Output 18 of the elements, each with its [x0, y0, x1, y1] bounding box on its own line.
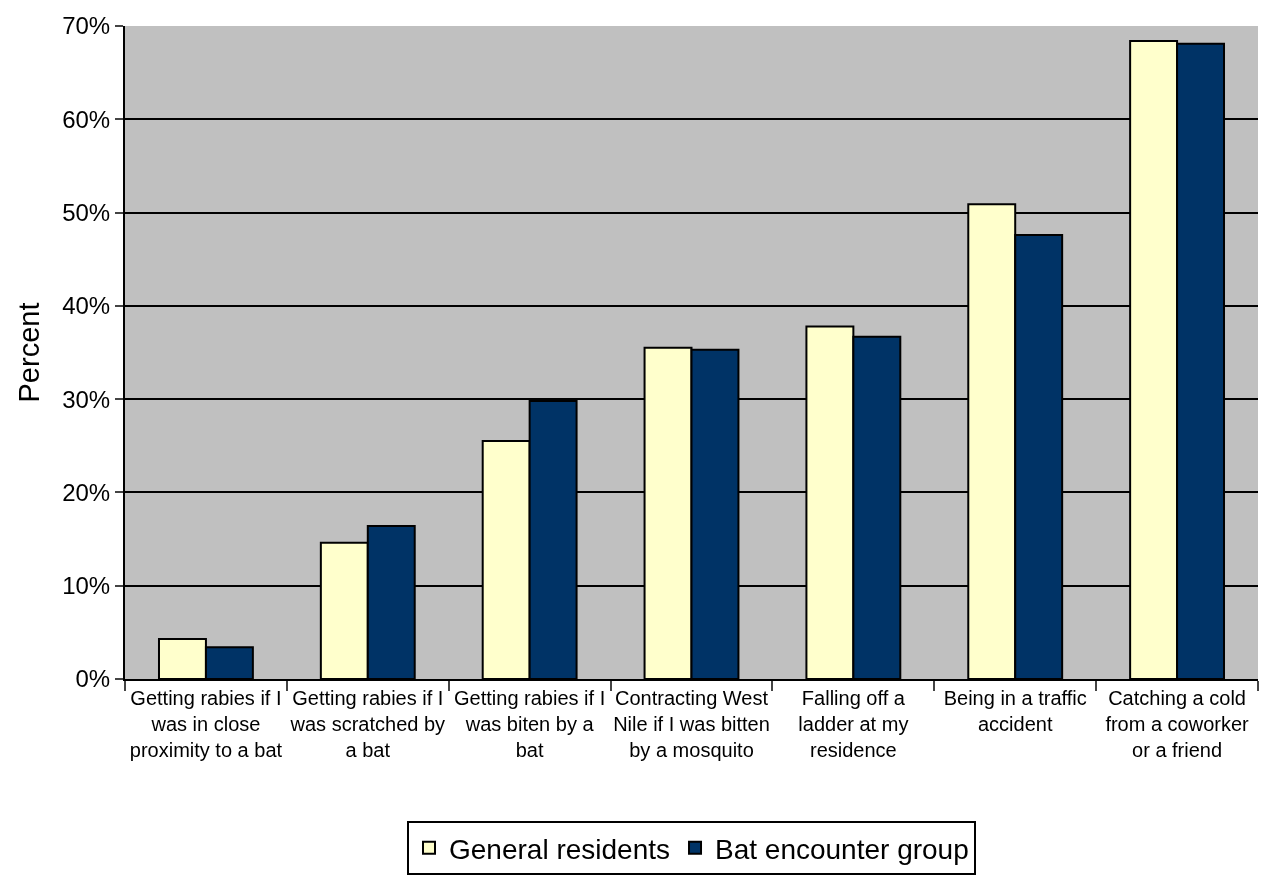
y-tick-label: 20%	[62, 478, 111, 506]
legend-label: Bat encounter group	[715, 833, 969, 865]
y-axis-title: Percent	[13, 302, 45, 403]
y-tick-label: 0%	[75, 665, 111, 693]
y-tick-label: 10%	[62, 572, 111, 600]
y-tick-label: 70%	[62, 12, 111, 40]
x-tick-label: Getting rabies if I was scratched by a bat	[289, 687, 446, 761]
x-tick-label: Falling off a ladder at my residence	[798, 687, 909, 761]
y-tick-label: 50%	[62, 198, 111, 226]
x-tick-label: Getting rabies if I was biten by a bat	[454, 687, 606, 761]
x-tick-label: Contracting West Nile if I was bitten by a mosquito	[613, 687, 770, 761]
y-tick-label: 60%	[62, 105, 111, 133]
legend-label: General residents	[449, 833, 671, 865]
y-tick-label: 30%	[62, 385, 111, 413]
x-tick-label: Getting rabies if I was in close proximity to a bat	[129, 687, 283, 761]
y-tick-label: 40%	[62, 292, 111, 320]
x-tick-label: Catching a cold from a coworker or a friend	[1105, 687, 1250, 761]
x-tick-label: Being in a traffic accident	[943, 687, 1087, 735]
